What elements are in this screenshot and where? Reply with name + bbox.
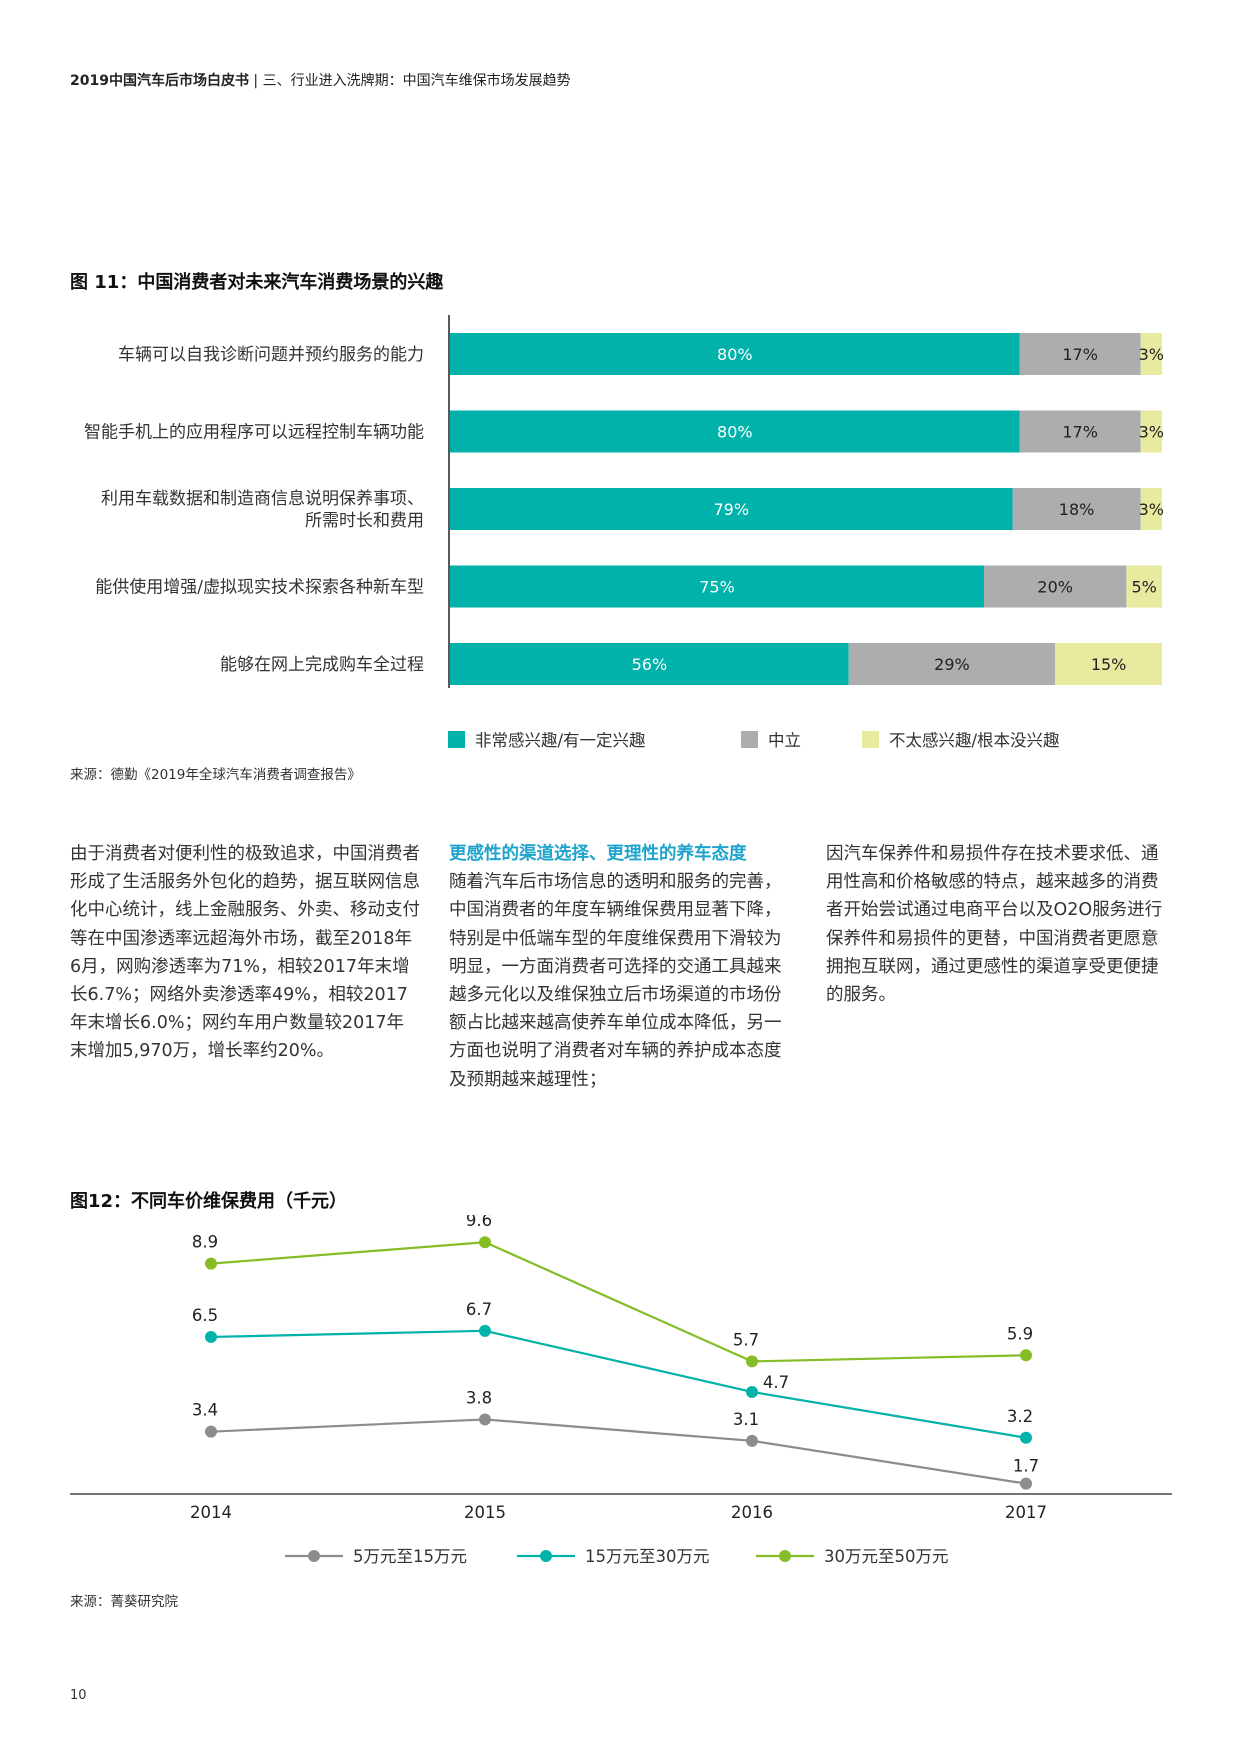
x-tick-label: 2016 [731,1503,773,1522]
category-label: 能供使用增强/虚拟现实技术探索各种新车型 [95,577,424,598]
data-point [479,1324,491,1337]
header-separator: | [248,73,263,89]
data-point [205,1330,217,1343]
bar-segment [1140,488,1162,530]
x-tick-label: 2015 [464,1503,506,1522]
data-label: 6.7 [466,1300,492,1319]
bar-segment [1140,410,1162,453]
figure1-source: 来源：德勤《2019年全球汽车消费者调查报告》 [70,767,361,783]
category-label: 能够在网上完成购车全过程 [220,655,424,675]
bar-value-label: 20% [1037,578,1073,597]
bar-segment [1126,565,1162,608]
legend-label: 15万元至30万元 [585,1547,710,1566]
header-doc-title: 2019中国汽车后市场白皮书 [70,73,249,89]
data-point [205,1425,217,1438]
series-line [210,1329,1027,1439]
legend-swatch [862,731,879,748]
data-label: 3.8 [466,1388,492,1407]
bar-value-label: 29% [934,655,970,674]
data-label: 8.9 [192,1233,218,1252]
legend-label: 不太感兴趣/根本没兴趣 [889,731,1060,750]
bar-segment [450,643,849,685]
data-label: 6.5 [192,1306,218,1325]
data-point [479,1236,491,1249]
data-point [746,1434,758,1447]
bar-value-label: 17% [1062,345,1098,364]
legend-label: 30万元至50万元 [824,1547,949,1566]
bar-segment [450,488,1013,530]
figure2-source: 来源：菁葵研究院 [70,1594,178,1610]
bar-segment [1012,488,1141,530]
bar-value-label: 80% [717,345,753,364]
data-label: 4.7 [763,1373,789,1392]
bar-value-label: 18% [1059,500,1095,519]
data-label: 3.1 [733,1410,759,1429]
bar-segment [1019,410,1141,453]
data-point [1020,1431,1032,1444]
data-point [1020,1477,1032,1490]
category-label: 利用车载数据和制造商信息说明保养事项、 [101,489,424,509]
category-label: 智能手机上的应用程序可以远程控制车辆功能 [84,423,424,443]
legend-label: 中立 [768,731,801,750]
bar-value-label: 17% [1062,423,1098,442]
data-label: 1.7 [1013,1457,1039,1476]
data-label: 3.4 [192,1401,218,1420]
bar-value-label: 3% [1139,345,1164,364]
bar-segment [450,333,1020,375]
data-label: 5.7 [733,1330,759,1349]
bar-segment [450,565,984,608]
legend-label: 5万元至15万元 [353,1547,467,1566]
column-heading: 更感性的渠道选择、更理性的养车态度 [449,844,747,864]
category-label: 车辆可以自我诊断问题并预约服务的能力 [118,345,424,365]
running-header: 2019中国汽车后市场白皮书 | 三、行业进入洗牌期：中国汽车维保市场发展趋势 [70,70,571,90]
data-label: 5.9 [1007,1324,1033,1343]
legend-label: 非常感兴趣/有一定兴趣 [475,731,646,750]
figure2-title: 图12：不同车价维保费用（千元） [70,1191,348,1212]
data-point [1020,1349,1032,1362]
header-section: 三、行业进入洗牌期：中国汽车维保市场发展趋势 [262,73,571,89]
series-line [210,1241,1027,1363]
bar-value-label: 79% [713,500,749,519]
series-line [210,1418,1027,1485]
stacked-bar-chart: 车辆可以自我诊断问题并预约服务的能力 80% 17% 3% 智能手机上的应用程序可以远程… [84,315,1164,750]
x-tick-label: 2017 [1005,1503,1047,1522]
body-column-2: 更感性的渠道选择、更理性的养车态度 随着汽车后市场信息的透明和服务的完善，中国消… [449,840,793,1094]
bar-segment [1055,643,1162,685]
column-2-text: 随着汽车后市场信息的透明和服务的完善，中国消费者的年度车辆维保费用显著下降，特别… [449,872,782,1090]
data-point [746,1385,758,1398]
data-label: 9.6 [466,1215,492,1230]
legend-marker [779,1550,791,1562]
data-label: 3.2 [1007,1407,1033,1426]
bar-segment [1140,333,1162,375]
bar-value-label: 75% [699,578,735,597]
legend-swatch [741,731,758,748]
bar-value-label: 56% [632,655,668,674]
bar-value-label: 15% [1091,655,1127,674]
x-tick-label: 2014 [190,1503,232,1522]
legend-marker [308,1550,320,1562]
bar-value-label: 80% [717,423,753,442]
category-label: 所需时长和费用 [305,511,424,531]
page-number: 10 [70,1688,87,1703]
figure1-title: 图 11：中国消费者对未来汽车消费场景的兴趣 [70,272,444,293]
bar-segment [450,410,1020,453]
bar-value-label: 3% [1139,423,1164,442]
bar-segment [848,643,1056,685]
data-point [746,1355,758,1368]
data-point [205,1257,217,1270]
legend-swatch [448,731,465,748]
data-point [479,1413,491,1426]
body-column-1: 由于消费者对便利性的极致追求，中国消费者形成了生活服务外包化的趋势，据互联网信息… [70,844,420,1062]
line-chart: 2014 2015 2016 2017 3.4 3.8 3.1 1.7 6.5 6.7 4.7 3.2… [70,1215,1172,1566]
bar-value-label: 5% [1132,578,1157,597]
legend-marker [540,1550,552,1562]
body-column-3: 因汽车保养件和易损件存在技术要求低、通用性高和价格敏感的特点，越来越多的消费者开… [826,844,1163,1006]
bar-segment [984,565,1127,608]
bar-segment [1019,333,1141,375]
bar-value-label: 3% [1139,500,1164,519]
